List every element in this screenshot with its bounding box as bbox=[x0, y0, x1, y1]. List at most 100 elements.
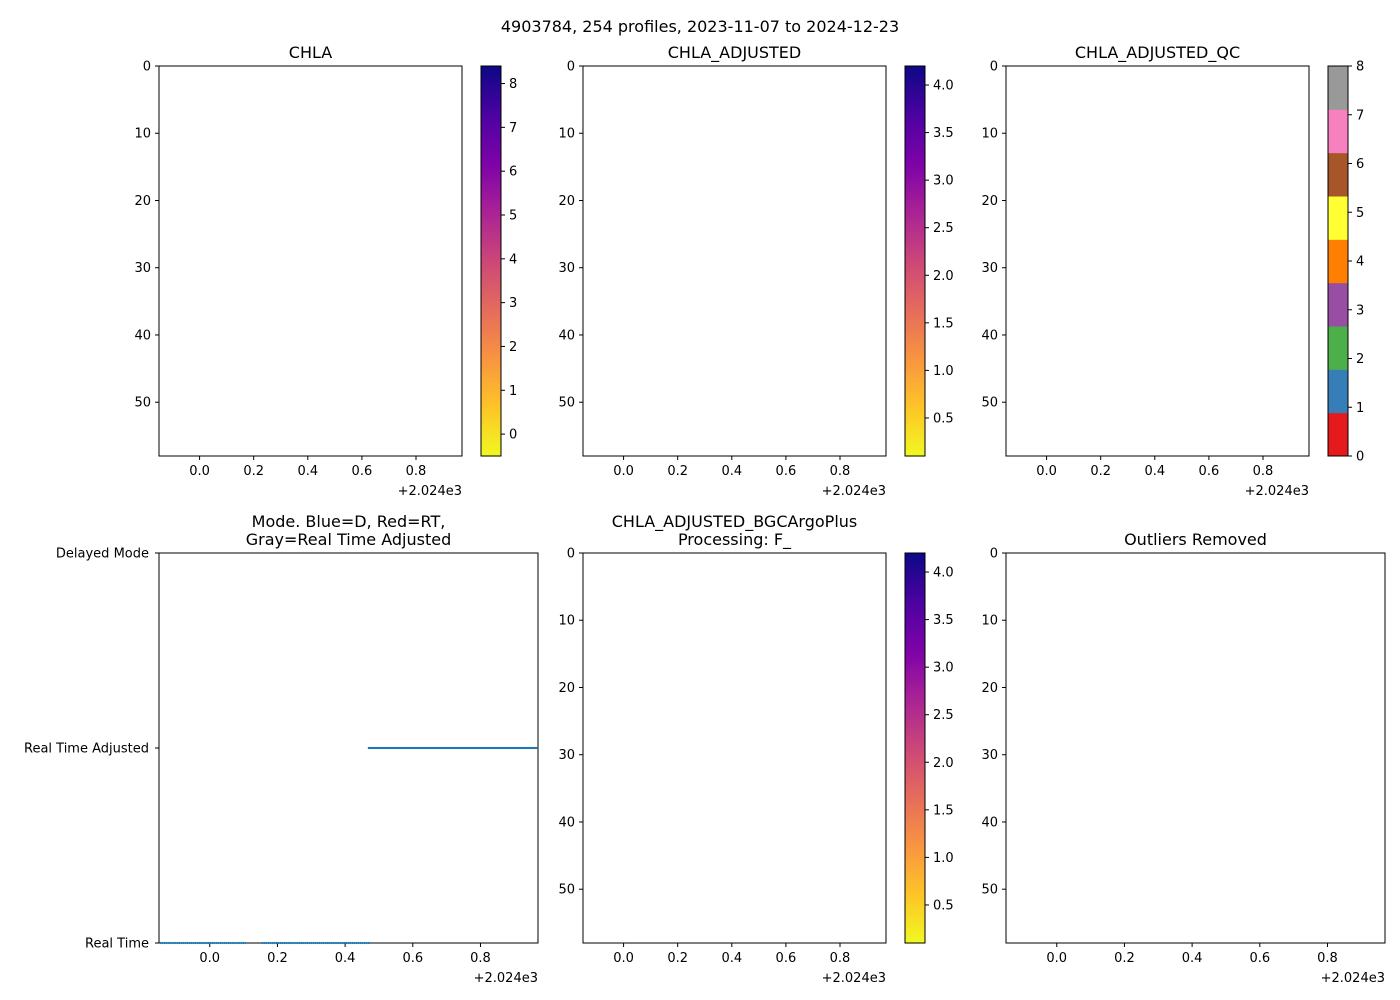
x-tick-label: 0.0 bbox=[1046, 951, 1067, 966]
colorbar-band bbox=[905, 95, 925, 100]
colorbar-band bbox=[481, 280, 501, 285]
colorbar-band bbox=[481, 400, 501, 405]
colorbar-band bbox=[905, 176, 925, 181]
colorbar-band bbox=[905, 316, 925, 321]
colorbar-band bbox=[905, 553, 925, 557]
mode-point bbox=[211, 941, 214, 945]
colorbar-band bbox=[905, 647, 925, 652]
colorbar-band bbox=[905, 436, 925, 441]
colorbar-band bbox=[481, 313, 501, 317]
colorbar-tick-label: 8 bbox=[1356, 60, 1364, 75]
colorbar-band bbox=[905, 121, 925, 126]
colorbar-band bbox=[905, 761, 925, 765]
colorbar-band bbox=[905, 855, 925, 860]
colorbar-band bbox=[905, 342, 925, 347]
panel-title: Mode. Blue=D, Red=RT, bbox=[252, 512, 446, 531]
colorbar-band bbox=[481, 176, 501, 181]
colorbar-band bbox=[905, 871, 925, 876]
colorbar-band bbox=[481, 254, 501, 259]
colorbar-band bbox=[905, 913, 925, 918]
y-tick-label: 0 bbox=[990, 60, 998, 75]
colorbar-band bbox=[905, 692, 925, 697]
colorbar-band bbox=[481, 238, 501, 243]
colorbar-band bbox=[481, 85, 501, 90]
x-offset-label: +2.024e3 bbox=[1321, 971, 1385, 986]
colorbar-frame bbox=[480, 65, 502, 457]
colorbar-band bbox=[905, 358, 925, 363]
colorbar-tick-label: 2.5 bbox=[933, 221, 954, 236]
colorbar-band bbox=[905, 251, 925, 256]
colorbar-band bbox=[905, 816, 925, 821]
colorbar-band bbox=[905, 848, 925, 853]
colorbar-band bbox=[481, 443, 501, 447]
colorbar-swatch bbox=[1328, 282, 1348, 327]
colorbar-band bbox=[905, 290, 925, 295]
mode-point bbox=[314, 941, 317, 945]
colorbar-band bbox=[905, 248, 925, 252]
colorbar-band bbox=[481, 140, 501, 145]
colorbar-band bbox=[905, 705, 925, 710]
colorbar: 0.5 1.0 1.5 2.0 2.5 3.0 3.5 4.0 bbox=[904, 552, 954, 944]
colorbar-tick-label: 1.0 bbox=[933, 364, 954, 379]
mode-point bbox=[231, 941, 235, 945]
x-tick-label: 0.2 bbox=[667, 951, 688, 966]
colorbar-band bbox=[481, 303, 501, 308]
colorbar-band bbox=[905, 244, 925, 249]
colorbar-band bbox=[481, 196, 501, 200]
colorbar-band bbox=[905, 186, 925, 191]
colorbar-band bbox=[481, 153, 501, 158]
mode-point bbox=[322, 941, 325, 945]
colorbar-tick-label: 5 bbox=[509, 208, 517, 223]
mode-point bbox=[217, 941, 220, 945]
colorbar-band bbox=[481, 352, 501, 356]
x-offset-label: +2.024e3 bbox=[474, 971, 538, 986]
colorbar-band bbox=[905, 907, 925, 912]
colorbar-band bbox=[481, 199, 501, 204]
colorbar-band bbox=[481, 163, 501, 168]
colorbar-band bbox=[905, 683, 925, 687]
y-tick-label: 10 bbox=[981, 614, 998, 629]
mode-point bbox=[200, 941, 204, 945]
colorbar-band bbox=[905, 430, 925, 434]
mode-point bbox=[324, 941, 327, 945]
colorbar-band bbox=[905, 582, 925, 587]
colorbar-band bbox=[905, 88, 925, 93]
x-tick-label: 0.6 bbox=[1249, 951, 1270, 966]
x-tick-label: 0.0 bbox=[613, 951, 634, 966]
mode-point bbox=[240, 941, 243, 945]
y-tick-label: 30 bbox=[558, 261, 575, 276]
colorbar-band bbox=[905, 904, 925, 908]
colorbar-band bbox=[905, 686, 925, 691]
colorbar-band bbox=[481, 228, 501, 233]
colorbar-band bbox=[905, 300, 925, 304]
colorbar-band bbox=[905, 274, 925, 278]
colorbar-band bbox=[905, 235, 925, 239]
y-tick-label: 30 bbox=[134, 261, 151, 276]
colorbar-band bbox=[905, 387, 925, 392]
colorbar-band bbox=[905, 417, 925, 421]
colorbar-band bbox=[905, 748, 925, 752]
mode-point bbox=[169, 941, 173, 945]
mode-point bbox=[281, 941, 284, 945]
colorbar-band bbox=[905, 199, 925, 204]
colorbar-band bbox=[905, 702, 925, 707]
colorbar-band bbox=[905, 614, 925, 619]
colorbar-band bbox=[905, 900, 925, 905]
colorbar-band bbox=[905, 800, 925, 804]
colorbar-band bbox=[905, 241, 925, 246]
mode-point bbox=[227, 941, 230, 945]
colorbar-band bbox=[905, 731, 925, 736]
colorbar-band bbox=[481, 332, 501, 337]
colorbar-band bbox=[905, 105, 925, 109]
colorbar-band bbox=[481, 420, 501, 425]
colorbar-tick-label: 2.0 bbox=[933, 756, 954, 771]
x-tick-label: 0.0 bbox=[613, 464, 634, 479]
y-tick-label: 50 bbox=[558, 883, 575, 898]
colorbar-band bbox=[481, 436, 501, 441]
colorbar-band bbox=[905, 439, 925, 444]
colorbar-band bbox=[905, 585, 925, 590]
colorbar-band bbox=[905, 394, 925, 399]
colorbar-band bbox=[905, 796, 925, 801]
colorbar-band bbox=[905, 407, 925, 412]
